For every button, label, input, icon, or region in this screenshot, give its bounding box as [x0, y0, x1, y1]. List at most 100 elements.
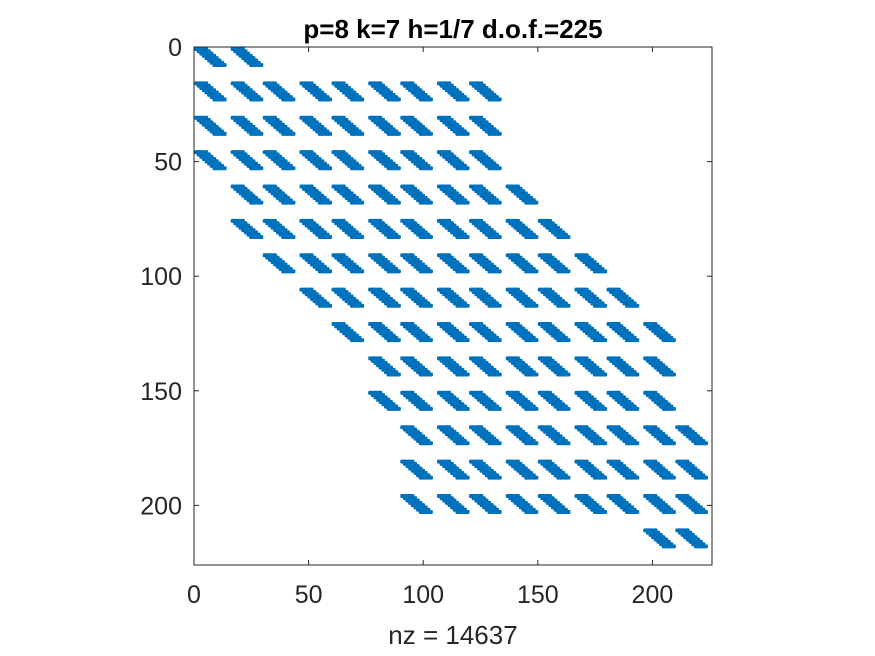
nonzero-segment [455, 270, 470, 274]
nonzero-block-r5-c2 [299, 218, 333, 239]
nonzero-block-r9-c7 [606, 356, 640, 377]
nonzero-segment [386, 270, 401, 274]
nonzero-segment [693, 442, 708, 446]
nonzero-block-r2-c1 [230, 115, 264, 136]
nonzero-block-r8-c6 [537, 322, 571, 343]
nonzero-block-r8-c8 [606, 322, 640, 343]
nonzero-segment [386, 132, 401, 136]
nonzero-segment [386, 167, 401, 171]
nonzero-block-r6-c8 [537, 253, 571, 274]
nonzero-block-r13-c3 [505, 493, 539, 515]
nonzero-block-r6-c9 [574, 253, 608, 274]
nonzero-segment [487, 270, 502, 274]
nonzero-segment [625, 408, 640, 411]
nonzero-block-r1-c0 [194, 81, 227, 102]
nonzero-segment [349, 132, 365, 136]
nonzero-segment [487, 236, 502, 239]
nonzero-block-r13-c4 [537, 493, 571, 515]
nonzero-segment [487, 201, 502, 205]
nonzero-segment [418, 304, 433, 308]
nonzero-block-r10-c4 [505, 390, 539, 411]
nonzero-block-r5-c1 [262, 218, 296, 239]
nonzero-block-r10-c2 [436, 390, 470, 411]
nonzero-block-r11-c3 [505, 425, 539, 446]
nonzero-segment [249, 98, 264, 102]
nonzero-segment [418, 476, 433, 480]
nonzero-block-r10-c0 [368, 390, 401, 411]
nonzero-block-r6-c7 [505, 253, 539, 274]
nonzero-segment [386, 373, 401, 377]
nonzero-segment [455, 132, 470, 136]
nonzero-segment [524, 236, 539, 239]
nonzero-segment [281, 270, 296, 274]
nonzero-segment [556, 270, 571, 274]
nonzero-segment [625, 373, 640, 377]
nonzero-segment [487, 511, 502, 515]
nonzero-segment [212, 64, 227, 68]
nonzero-block-r5-c4 [368, 218, 401, 239]
nonzero-block-r9-c6 [574, 356, 608, 377]
nonzero-block-r1-c5 [368, 81, 401, 102]
nonzero-block-r12-c5 [574, 459, 608, 480]
nonzero-segment [386, 236, 401, 239]
nonzero-block-r11-c1 [436, 425, 470, 446]
nonzero-block-r12-c3 [505, 459, 539, 480]
nonzero-segment [212, 132, 227, 136]
nonzero-segment [418, 236, 433, 239]
nonzero-segment [524, 339, 539, 343]
nonzero-block-r3-c8 [469, 150, 502, 171]
x-tick-label: 100 [402, 581, 444, 609]
nonzero-block-r3-c1 [230, 150, 264, 171]
nonzero-block-r1-c8 [469, 81, 502, 102]
nonzero-segment [524, 476, 539, 480]
nonzero-block-r7-c1 [331, 287, 365, 308]
nonzero-block-r13-c2 [469, 493, 502, 515]
nonzero-block-r1-c1 [230, 81, 264, 102]
nonzero-block-r6-c6 [469, 253, 502, 274]
nonzero-segment [317, 167, 333, 171]
nonzero-block-r12-c2 [469, 459, 502, 480]
y-tick-label: 200 [140, 492, 182, 520]
nonzero-block-r1-c3 [299, 81, 333, 102]
nonzero-block-r11-c4 [537, 425, 571, 446]
nonzero-segment [281, 167, 296, 171]
nonzero-block-r2-c6 [400, 115, 433, 136]
nonzero-segment [693, 476, 708, 480]
nonzero-segment [455, 167, 470, 171]
nonzero-segment [592, 442, 608, 446]
nonzero-segment [556, 408, 571, 411]
nonzero-segment [349, 201, 365, 205]
nonzero-segment [487, 442, 502, 446]
nonzero-block-r3-c4 [331, 150, 365, 171]
nonzero-segment [455, 339, 470, 343]
nonzero-block-r4-c2 [299, 184, 333, 205]
nonzero-block-r0-c0 [194, 47, 227, 68]
nonzero-block-r6-c3 [368, 253, 401, 274]
nonzero-block-r4-c4 [368, 184, 401, 205]
nonzero-segment [418, 270, 433, 274]
nonzero-block-r3-c5 [368, 150, 401, 171]
nonzero-segment [349, 270, 365, 274]
nonzero-block-r2-c7 [436, 115, 470, 136]
nonzero-segment [317, 98, 333, 102]
nonzero-block-r11-c0 [400, 425, 433, 446]
nonzero-segment [317, 132, 333, 136]
nonzero-segment [661, 511, 676, 515]
x-tick-label: 200 [632, 581, 674, 609]
nonzero-block-r8-c1 [368, 322, 401, 343]
nonzero-block-r1-c6 [400, 81, 433, 102]
nonzero-segment [349, 98, 365, 102]
nonzero-block-r6-c2 [331, 253, 365, 274]
nonzero-segment [249, 236, 264, 239]
nonzero-segment [317, 270, 333, 274]
nonzero-block-r7-c0 [299, 287, 333, 308]
nonzero-segment [592, 373, 608, 377]
nonzero-block-r7-c9 [606, 287, 640, 308]
nonzero-block-r5-c7 [469, 218, 502, 239]
nonzero-block-r2-c5 [368, 115, 401, 136]
nonzero-segment [418, 201, 433, 205]
nonzero-segment [625, 304, 640, 308]
nonzero-segment [455, 408, 470, 411]
nonzero-block-r10-c1 [400, 390, 433, 411]
